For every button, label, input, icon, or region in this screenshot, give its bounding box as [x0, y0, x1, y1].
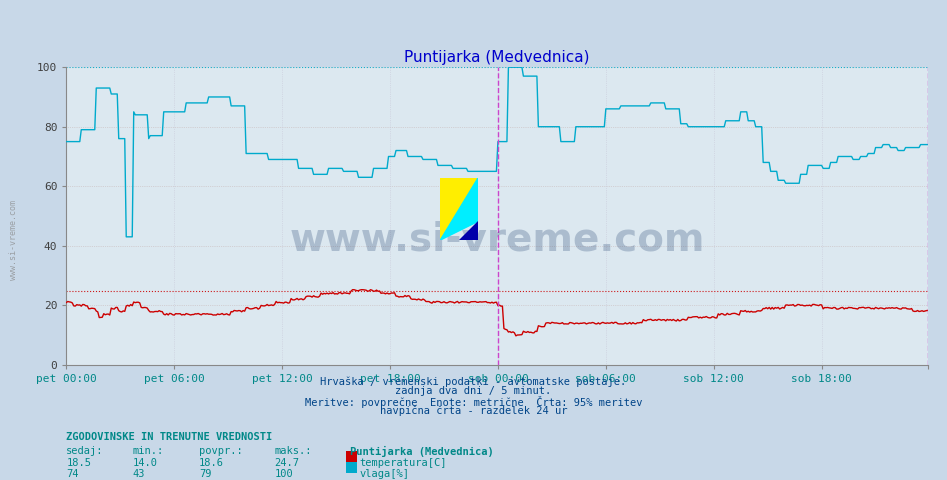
- Text: sedaj:: sedaj:: [66, 446, 104, 456]
- Text: ZGODOVINSKE IN TRENUTNE VREDNOSTI: ZGODOVINSKE IN TRENUTNE VREDNOSTI: [66, 432, 273, 442]
- Polygon shape: [440, 178, 478, 240]
- Text: 100: 100: [275, 469, 294, 480]
- Text: maks.:: maks.:: [275, 446, 313, 456]
- Text: www.si-vreme.com: www.si-vreme.com: [9, 200, 19, 280]
- Text: Meritve: povprečne  Enote: metrične  Črta: 95% meritev: Meritve: povprečne Enote: metrične Črta:…: [305, 396, 642, 408]
- Text: temperatura[C]: temperatura[C]: [360, 458, 447, 468]
- Text: 14.0: 14.0: [133, 458, 157, 468]
- Text: navpična črta - razdelek 24 ur: navpična črta - razdelek 24 ur: [380, 406, 567, 416]
- Text: povpr.:: povpr.:: [199, 446, 242, 456]
- Text: 43: 43: [133, 469, 145, 480]
- Text: www.si-vreme.com: www.si-vreme.com: [290, 221, 705, 259]
- Text: 74: 74: [66, 469, 79, 480]
- Polygon shape: [440, 178, 478, 240]
- Text: 79: 79: [199, 469, 211, 480]
- Title: Puntijarka (Medvednica): Puntijarka (Medvednica): [404, 49, 590, 65]
- Polygon shape: [459, 221, 478, 240]
- Text: min.:: min.:: [133, 446, 164, 456]
- Text: 24.7: 24.7: [275, 458, 299, 468]
- Text: Puntijarka (Medvednica): Puntijarka (Medvednica): [350, 446, 494, 457]
- Text: zadnja dva dni / 5 minut.: zadnja dva dni / 5 minut.: [396, 386, 551, 396]
- Text: vlaga[%]: vlaga[%]: [360, 469, 410, 480]
- Text: 18.6: 18.6: [199, 458, 223, 468]
- Text: 18.5: 18.5: [66, 458, 91, 468]
- Text: Hrvaška / vremenski podatki - avtomatske postaje.: Hrvaška / vremenski podatki - avtomatske…: [320, 377, 627, 387]
